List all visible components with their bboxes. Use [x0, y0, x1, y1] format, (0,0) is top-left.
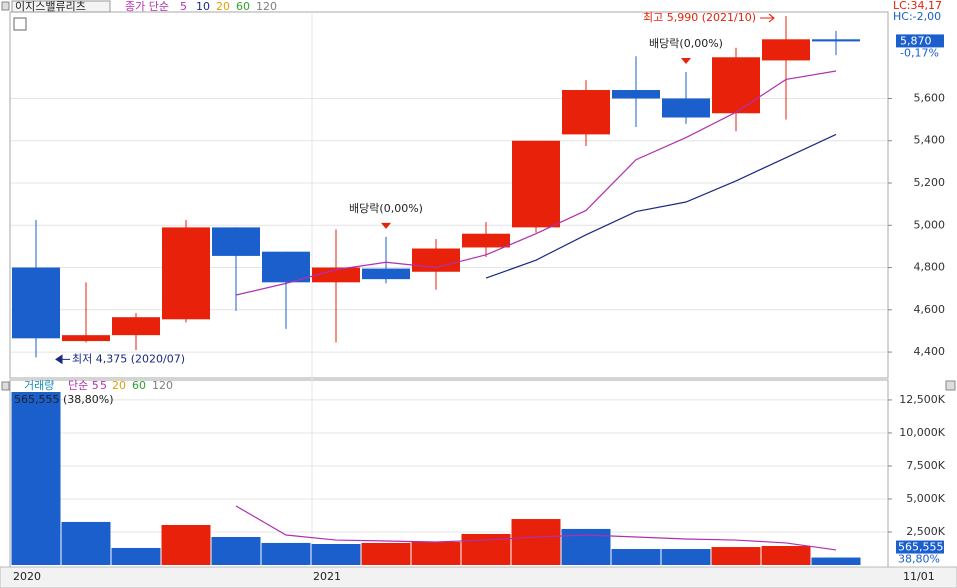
y-tick-label: 5,600	[914, 91, 946, 104]
hc-label: HC:-2,00	[893, 10, 941, 23]
y-tick-label: 5,000K	[906, 492, 945, 505]
legend-title: 거래량	[24, 379, 54, 392]
annotation: 배당락(0,00%)	[349, 202, 423, 215]
annotation-arrow	[55, 354, 70, 365]
annotation-arrow	[760, 13, 775, 23]
y-tick-label: 12,500K	[899, 393, 945, 406]
volume-tag: 565,555	[898, 541, 944, 554]
volume-bar	[211, 537, 261, 565]
volume-bar	[761, 545, 811, 565]
moving-average-line	[485, 133, 837, 279]
price-frame	[9, 11, 889, 379]
volume-bar	[11, 392, 61, 565]
title-box	[11, 0, 111, 13]
icon	[1, 381, 10, 391]
volume-bar	[411, 542, 461, 565]
y-tick-label: 4,800	[914, 261, 946, 274]
y-tick-label: 2,500K	[906, 525, 945, 538]
volume-bar	[661, 549, 711, 565]
legend-entry: 5	[180, 0, 187, 13]
legend-entry: 60	[236, 0, 250, 13]
y-tick-label: 7,500K	[906, 459, 945, 472]
lc-label: LC:34,17	[893, 0, 942, 12]
volume-bar	[61, 521, 111, 565]
candle-body	[712, 57, 760, 114]
annotation: 최고 5,990 (2021/10)	[643, 11, 756, 24]
candle-body	[212, 227, 260, 256]
y-tick-label: 4,600	[914, 303, 946, 316]
y-tick-label: 10,000K	[899, 426, 945, 439]
icon	[945, 380, 956, 391]
volume-bar	[711, 547, 761, 565]
icon	[1, 1, 10, 11]
annotation: 배당락(0,00%)	[649, 37, 723, 50]
moving-average-line	[235, 70, 837, 296]
y-tick-label: 5,000	[914, 218, 946, 231]
x-axis-strip	[0, 566, 957, 588]
volume-bar	[561, 528, 611, 565]
change-tag: -0,17%	[900, 46, 939, 59]
volume-bar	[161, 524, 211, 565]
legend-entry: 20	[112, 379, 126, 392]
y-tick-label: 4,400	[914, 345, 946, 358]
volume-bar	[311, 544, 361, 565]
chart-title: 이지스밸류리츠	[15, 0, 86, 13]
price-tag: 5,870	[900, 34, 932, 47]
volume-header: 565,555 (38,80%)	[14, 393, 114, 406]
icon	[13, 17, 27, 31]
legend-label: 단순 5	[68, 379, 99, 392]
annotation: 최저 4,375 (2020/07)	[72, 352, 185, 365]
candle-body	[662, 98, 710, 118]
candle-body	[12, 267, 60, 339]
annotation-arrow	[681, 58, 691, 65]
date-label: 11/01	[903, 570, 935, 583]
legend-entry: 120	[256, 0, 277, 13]
legend-entry: 5	[100, 379, 107, 392]
candle-body	[362, 268, 410, 280]
candle-body	[312, 267, 360, 283]
volume-bar	[611, 549, 661, 565]
volume-tag-box	[896, 540, 944, 554]
candle-body	[762, 39, 810, 61]
legend-label: 종가 단순	[125, 0, 169, 13]
volume-bar	[361, 542, 411, 565]
candle-body	[562, 90, 610, 135]
x-tick-label: 2020	[13, 570, 41, 583]
volume-bar	[111, 547, 161, 565]
candle-body	[462, 233, 510, 248]
annotation-arrow	[381, 222, 391, 229]
candle-body	[612, 90, 660, 99]
legend-entry: 10	[196, 0, 210, 13]
candle-body	[112, 317, 160, 336]
moving-average-line	[235, 505, 837, 551]
candle-body	[512, 140, 560, 228]
volume-bar	[511, 519, 561, 565]
price-tag-box	[896, 34, 944, 48]
y-tick-label: 5,400	[914, 134, 946, 147]
volume-bar	[811, 557, 861, 565]
candle-body	[62, 335, 110, 342]
candle-body	[262, 251, 310, 283]
candle-body	[162, 227, 210, 320]
legend-entry: 60	[132, 379, 146, 392]
y-tick-label: 5,200	[914, 176, 946, 189]
candle-body	[412, 248, 460, 272]
volume-bar	[261, 542, 311, 565]
x-tick-label: 2021	[313, 570, 341, 583]
candle-body	[812, 39, 860, 42]
legend-entry: 20	[216, 0, 230, 13]
ratio-tag: 38,80%	[898, 553, 940, 566]
legend-entry: 120	[152, 379, 173, 392]
